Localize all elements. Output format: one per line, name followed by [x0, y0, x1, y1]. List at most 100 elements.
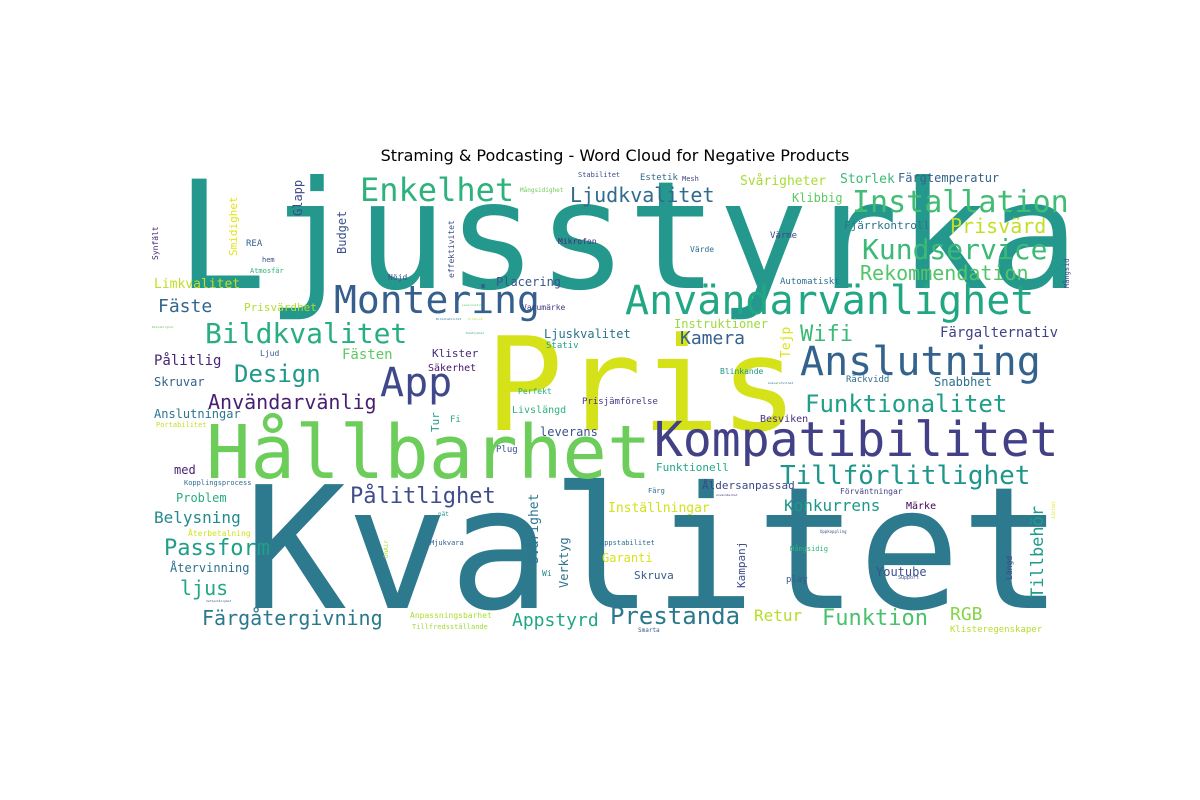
word-montering: Montering	[334, 278, 540, 322]
word-anslutningar: Anslutningar	[154, 407, 241, 421]
word-smarta: Smarta	[638, 627, 660, 634]
word-nojd: Nöjd	[388, 273, 408, 282]
word-automatiskt: Automatiskt	[780, 277, 840, 287]
word-enkelhet: Enkelhet	[360, 171, 515, 209]
word-pris: Pris	[485, 309, 799, 461]
word-aldersanpassad: Åldersanpassad	[702, 479, 795, 492]
word-fasten: Fästen	[342, 347, 393, 363]
word-marke: Märke	[906, 501, 937, 512]
word-appstabilitet: Appstabilitet	[600, 539, 655, 547]
word-leveranstid: Leveranstid	[462, 303, 482, 307]
word-med: med	[174, 463, 196, 477]
word-verktyg: Verktyg	[557, 537, 571, 588]
word-bekvamlighet: Bekvämlighet	[152, 325, 174, 329]
word-cloud: Ljusstyrka Kvalitet Pris Hållbarhet Komp…	[150, 168, 1080, 638]
word-skruva: Skruva	[634, 569, 674, 582]
word-limkvalitet: Limkvalitet	[154, 277, 241, 292]
word-anvandarvanlighet: Användarvänlighet	[625, 278, 1035, 324]
word-wifi: Wifi	[800, 322, 853, 347]
word-stabilitet: Stabilitet	[578, 171, 621, 179]
word-glapp: Glapp	[291, 179, 305, 216]
word-leverans: leverans	[540, 425, 598, 439]
word-kundservice: Kundservice	[862, 233, 1048, 266]
word-varme: Värme	[770, 231, 798, 241]
word-klisteregenskaper: Klisteregenskaper	[950, 625, 1043, 635]
word-tejp: Tejp	[779, 326, 794, 358]
word-anvandarvanlig: Användarvänlig	[208, 390, 377, 414]
word-svarigheter: Svårigheter	[740, 174, 827, 189]
word-rackvidd: Räckvidd	[846, 375, 890, 385]
word-stativ: Stativ	[546, 341, 579, 351]
word-storlek: Storlek	[840, 172, 895, 187]
word-varumarke: Varumärke	[522, 303, 566, 312]
word-instruktioner: Instruktioner	[674, 317, 768, 331]
word-fargalternativ: Färgalternativ	[940, 325, 1059, 341]
word-blinkande: Blinkande	[720, 367, 764, 376]
word-ansvarsfullhet: Ansvarsfullhet	[768, 381, 794, 385]
word-mjukvara: Mjukvara	[430, 539, 464, 547]
word-appstyrd: Appstyrd	[512, 610, 599, 631]
word-besviken: Besviken	[760, 414, 809, 425]
word-plug: Plug	[496, 445, 518, 455]
word-play: play	[786, 575, 808, 585]
word-estetik: Estetik	[640, 173, 678, 183]
word-konkurrens: Konkurrens	[784, 496, 881, 515]
word-rekommendation: Rekommendation	[860, 261, 1029, 285]
word-kundtjanst: Kundtjänst	[466, 331, 485, 335]
word-klister: Klister	[432, 347, 479, 360]
word-anslutning: Anslutning	[800, 339, 1041, 385]
word-rgb: Passform	[164, 536, 270, 561]
word-garanti: Garanti	[602, 551, 653, 565]
word-varde: Värde	[690, 245, 715, 254]
word-klibbig: Klibbig	[792, 191, 843, 205]
word-tillbehor: RGB	[950, 604, 983, 625]
word-problem: Problem	[176, 491, 227, 505]
word-ljud: Ljud	[260, 349, 280, 358]
word-passform: Tillbehör	[1028, 505, 1048, 598]
word-snabbhet: Snabbhet	[934, 375, 992, 389]
word-funktionalitet: Funktionalitet	[805, 390, 1008, 418]
word-mesh: Mesh	[682, 175, 699, 183]
word-kopplingsprocess: Kopplingsprocess	[184, 479, 252, 487]
word-langd: Längd	[1005, 555, 1014, 580]
word-palitlighet: Pålitlighet	[350, 484, 496, 509]
word-prisniva: Prisnivå	[468, 317, 483, 321]
word-mikrofon: Mikrofon	[558, 237, 597, 246]
word-prisjamforelse: Prisjämförelse	[582, 397, 658, 407]
word-bildstabilitet: Bildstabilitet	[436, 317, 462, 321]
word-fargatergivning: Färgåtergivning	[202, 606, 383, 630]
word-smidighet: Smidighet	[227, 196, 240, 256]
word-kvalitet: Kvalitet	[244, 451, 1063, 638]
chart-title: Straming & Podcasting - Word Cloud for N…	[380, 146, 850, 165]
word-youtube: Youtube	[876, 565, 927, 579]
word-prestanda: Prestanda	[610, 602, 741, 630]
word-onair: OnAir	[383, 539, 390, 558]
word-bildkvalitet: Bildkvalitet	[205, 317, 408, 350]
word-installningar: Inställningar	[608, 501, 710, 516]
word-faste: Fäste	[158, 296, 213, 317]
word-ljudkvalitet: Ljudkvalitet	[570, 183, 715, 207]
word-tillfredsstallande: Tillfredsställande	[412, 623, 488, 631]
word-livslangd: Livslängd	[512, 405, 567, 416]
word-tillforlitlighet: Tillförlitlighet	[780, 461, 1031, 491]
word-latthet: Lätthet	[1051, 501, 1056, 518]
word-fargtemperatur: Färgtemperatur	[898, 171, 1000, 185]
word-anvandbarhet: Användbarhet	[716, 493, 738, 497]
word-mangsidighet: Mångsidighet	[520, 187, 564, 194]
word-atmosfar: Atmosfär	[250, 267, 284, 275]
word-palitlig: Pålitlig	[154, 353, 222, 369]
word-rea: REA	[246, 239, 263, 249]
word-budget: Budget	[335, 210, 349, 254]
word-perfekt: Perfekt	[518, 387, 552, 396]
word-nat: nät	[438, 511, 449, 518]
word-fjarrkontroll: Fjärrkontroll	[844, 219, 931, 232]
word-fi: Fi	[450, 415, 461, 425]
word-installation: Installation	[852, 185, 1069, 220]
word-mangsid: Mångsid	[1063, 258, 1071, 288]
word-svarighet: Svårighet	[527, 493, 542, 564]
word-synfalt: Synfält	[151, 226, 160, 260]
word-skruvar: Skruvar	[154, 375, 205, 389]
word-portabilitet: Portabilitet	[156, 421, 207, 429]
word-wi: Wi	[542, 569, 552, 578]
word-farg: Färg	[648, 487, 665, 495]
